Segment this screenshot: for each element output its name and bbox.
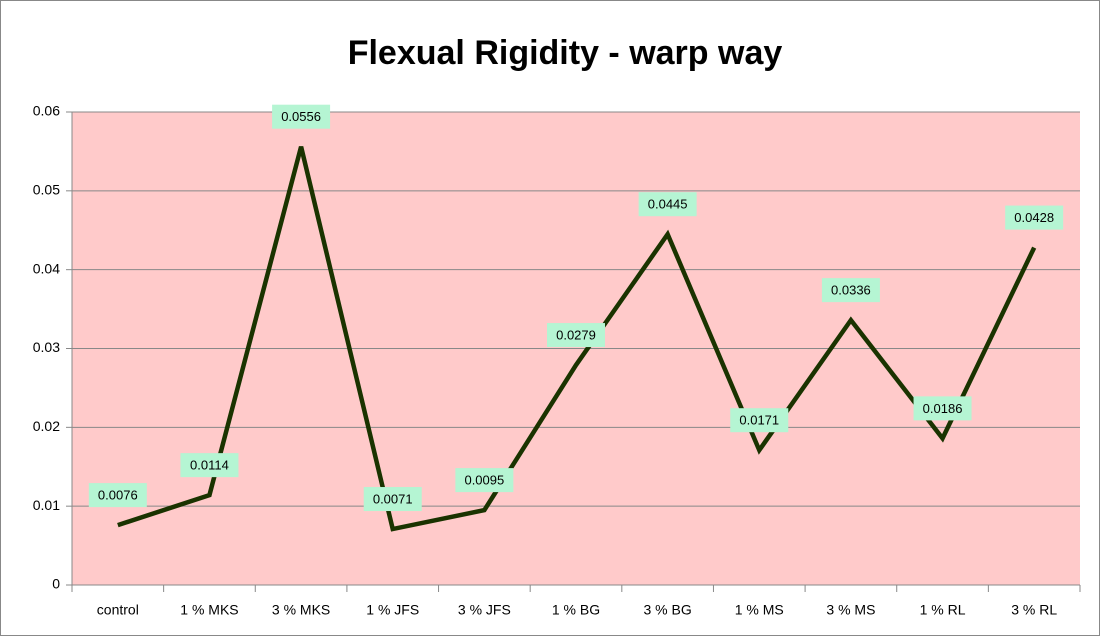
data-label: 0.0445 — [648, 197, 688, 212]
data-label: 0.0095 — [464, 473, 504, 488]
x-tick-label: 3 % JFS — [458, 602, 511, 618]
data-label: 0.0186 — [923, 401, 963, 416]
y-tick-label: 0.02 — [33, 418, 60, 434]
data-label-bg — [1005, 205, 1064, 230]
data-label-bg — [547, 323, 605, 348]
data-label: 0.0076 — [98, 488, 138, 503]
data-label: 0.0428 — [1014, 210, 1054, 225]
data-label: 0.0279 — [556, 327, 596, 342]
data-label: 0.0336 — [831, 283, 871, 298]
data-label-bg — [913, 396, 972, 421]
data-label-bg — [455, 468, 514, 493]
x-tick-label: 3 % MKS — [272, 602, 330, 618]
marks: 0.0076 0.0114 0.0556 0.0071 0.0095 0.0279 0.04… — [88, 104, 1064, 532]
grid — [66, 111, 1081, 592]
y-tick-label: 0.01 — [33, 497, 60, 513]
x-tick-label: 1 % JFS — [366, 602, 419, 618]
x-tick-label: 1 % RL — [920, 602, 966, 618]
chart-title: Flexual Rigidity - warp way — [348, 34, 783, 72]
x-tick-label: 1 % BG — [552, 602, 600, 618]
data-label: 0.0114 — [190, 458, 229, 473]
data-label: 0.0171 — [739, 413, 779, 428]
data-label-bg — [638, 192, 697, 217]
data-label-bg — [88, 483, 147, 508]
data-label-bg — [730, 408, 789, 433]
y-tick-label: 0 — [52, 576, 60, 592]
x-tick-label: 1 % MKS — [180, 602, 238, 618]
y-tick-label: 0.04 — [33, 260, 60, 276]
data-label-bg — [272, 104, 331, 129]
data-label: 0.0071 — [373, 491, 413, 506]
data-label: 0.0556 — [281, 109, 321, 124]
line — [117, 146, 1037, 532]
data-label-bg — [363, 487, 422, 512]
x-tick-label: control — [97, 602, 139, 618]
data-label-bg — [180, 453, 239, 478]
data-label-bg — [821, 278, 880, 303]
x-tick-label: 3 % RL — [1011, 602, 1057, 618]
y-tick-label: 0.05 — [33, 182, 60, 198]
x-tick-label: 3 % MS — [826, 602, 875, 618]
y-tick-label: 0.03 — [33, 339, 60, 355]
x-tick-label: 3 % BG — [644, 602, 692, 618]
x-tick-label: 1 % MS — [735, 602, 784, 618]
y-tick-label: 0.06 — [33, 103, 60, 119]
